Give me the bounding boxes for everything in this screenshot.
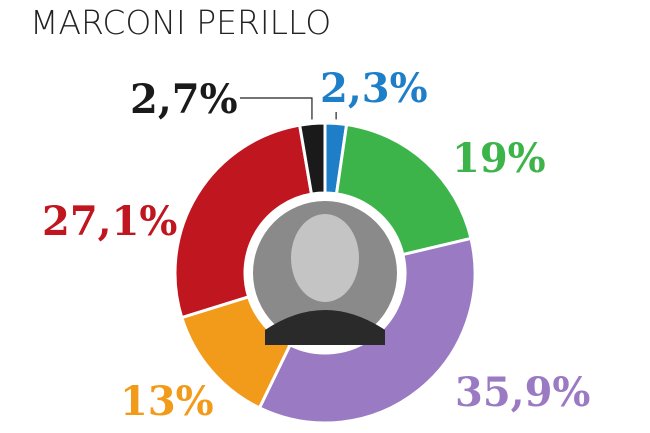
chart-title: MARCONI PERILLO	[30, 3, 331, 42]
value-label: 19%	[452, 135, 546, 182]
value-label: 2,3%	[320, 65, 428, 112]
value-label: 2,7%	[130, 76, 238, 123]
photo-suit	[265, 310, 385, 345]
photo-face	[291, 214, 359, 302]
value-label: 35,9%	[455, 369, 590, 416]
value-label: 13%	[120, 378, 214, 425]
value-label: 27,1%	[42, 198, 177, 245]
leader-line	[240, 97, 313, 120]
